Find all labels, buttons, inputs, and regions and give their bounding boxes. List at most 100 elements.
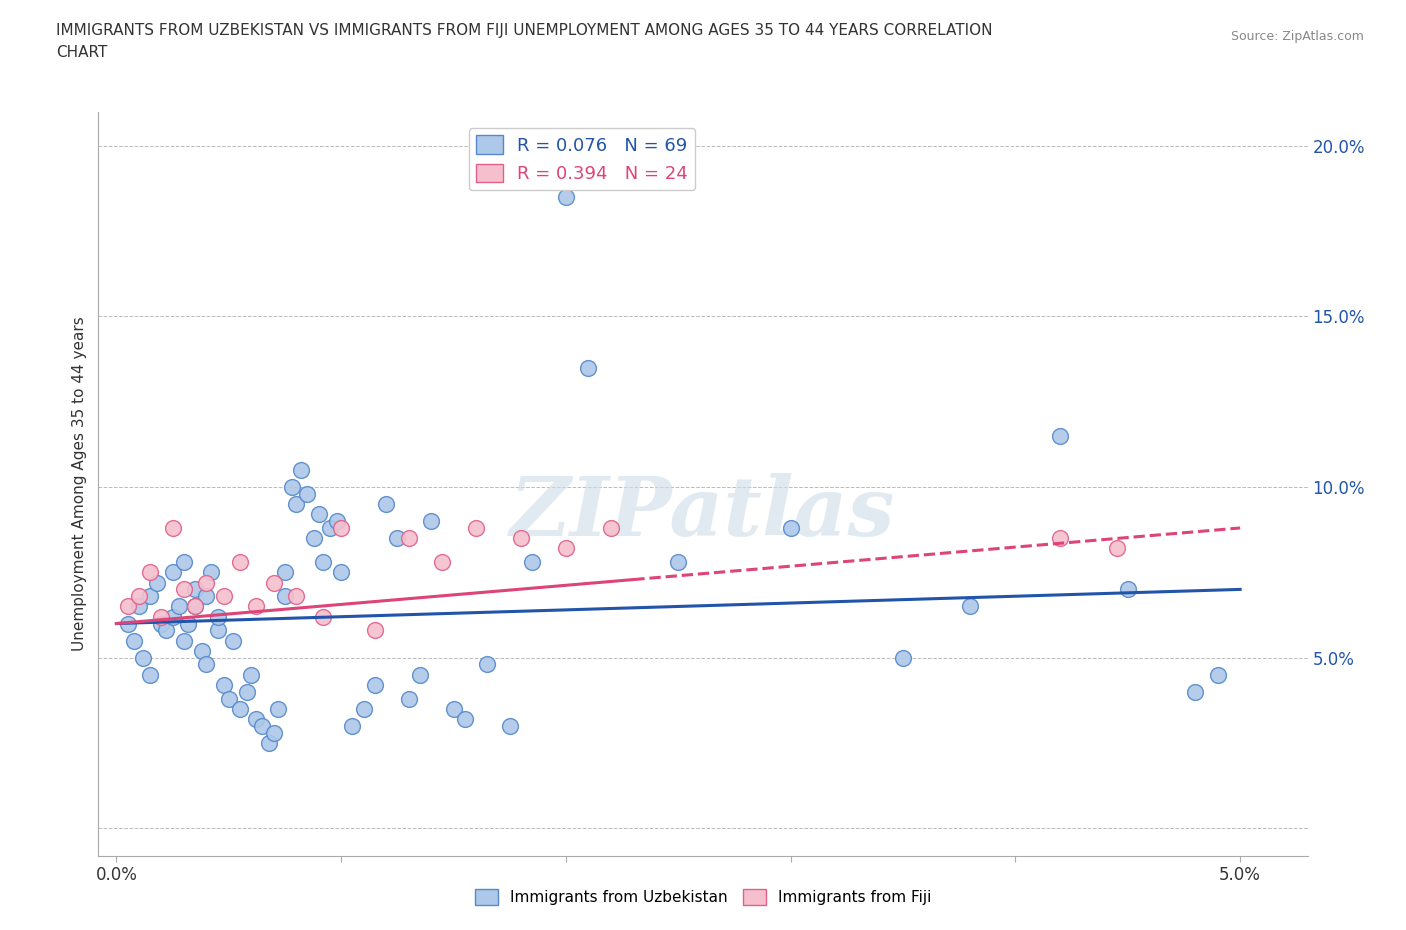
- Point: [184, 599, 207, 614]
- Point: [117, 616, 139, 631]
- Point: [214, 678, 236, 693]
- Point: [409, 668, 432, 683]
- Point: [263, 725, 285, 740]
- Point: [245, 711, 267, 726]
- Point: [325, 513, 347, 528]
- Point: [554, 190, 576, 205]
- Point: [297, 486, 319, 501]
- Point: [146, 575, 169, 590]
- Point: [290, 462, 312, 477]
- Point: [302, 531, 325, 546]
- Point: [420, 513, 443, 528]
- Point: [252, 719, 274, 734]
- Point: [432, 554, 454, 569]
- Legend: Immigrants from Uzbekistan, Immigrants from Fiji: Immigrants from Uzbekistan, Immigrants f…: [468, 883, 938, 911]
- Point: [554, 541, 576, 556]
- Point: [128, 599, 150, 614]
- Point: [330, 565, 353, 579]
- Point: [1049, 531, 1071, 546]
- Point: [522, 554, 544, 569]
- Point: [236, 684, 259, 699]
- Point: [364, 623, 387, 638]
- Point: [169, 599, 191, 614]
- Point: [1206, 668, 1229, 683]
- Point: [173, 633, 195, 648]
- Point: [195, 589, 218, 604]
- Text: Source: ZipAtlas.com: Source: ZipAtlas.com: [1230, 30, 1364, 43]
- Point: [353, 701, 375, 716]
- Point: [207, 609, 229, 624]
- Point: [312, 609, 335, 624]
- Point: [454, 711, 477, 726]
- Text: ZIPatlas: ZIPatlas: [510, 473, 896, 553]
- Point: [218, 691, 240, 706]
- Point: [139, 589, 162, 604]
- Point: [267, 701, 290, 716]
- Point: [443, 701, 465, 716]
- Point: [1105, 541, 1128, 556]
- Point: [162, 521, 184, 536]
- Point: [155, 623, 177, 638]
- Point: [510, 531, 533, 546]
- Point: [162, 565, 184, 579]
- Point: [274, 589, 297, 604]
- Y-axis label: Unemployment Among Ages 35 to 44 years: Unemployment Among Ages 35 to 44 years: [72, 316, 87, 651]
- Point: [263, 575, 285, 590]
- Point: [117, 599, 139, 614]
- Point: [207, 623, 229, 638]
- Point: [477, 657, 499, 671]
- Point: [229, 701, 252, 716]
- Point: [274, 565, 297, 579]
- Point: [330, 521, 353, 536]
- Point: [229, 554, 252, 569]
- Point: [184, 582, 207, 597]
- Point: [312, 554, 335, 569]
- Point: [779, 521, 801, 536]
- Point: [465, 521, 488, 536]
- Point: [200, 565, 222, 579]
- Point: [245, 599, 267, 614]
- Point: [576, 360, 599, 375]
- Point: [162, 609, 184, 624]
- Point: [139, 565, 162, 579]
- Point: [214, 589, 236, 604]
- Point: [375, 497, 398, 512]
- Point: [173, 582, 195, 597]
- Point: [319, 521, 342, 536]
- Point: [891, 650, 914, 665]
- Point: [280, 480, 302, 495]
- Text: IMMIGRANTS FROM UZBEKISTAN VS IMMIGRANTS FROM FIJI UNEMPLOYMENT AMONG AGES 35 TO: IMMIGRANTS FROM UZBEKISTAN VS IMMIGRANTS…: [56, 23, 993, 38]
- Point: [398, 531, 420, 546]
- Point: [128, 589, 150, 604]
- Point: [132, 650, 155, 665]
- Point: [1116, 582, 1139, 597]
- Point: [1049, 429, 1071, 444]
- Point: [184, 599, 207, 614]
- Point: [139, 668, 162, 683]
- Point: [387, 531, 409, 546]
- Point: [195, 575, 218, 590]
- Point: [177, 616, 200, 631]
- Point: [398, 691, 420, 706]
- Point: [959, 599, 981, 614]
- Point: [173, 554, 195, 569]
- Point: [195, 657, 218, 671]
- Point: [191, 644, 214, 658]
- Point: [150, 616, 173, 631]
- Point: [308, 507, 330, 522]
- Point: [222, 633, 245, 648]
- Point: [285, 589, 308, 604]
- Point: [666, 554, 689, 569]
- Point: [364, 678, 387, 693]
- Point: [499, 719, 522, 734]
- Point: [150, 609, 173, 624]
- Point: [240, 668, 263, 683]
- Point: [599, 521, 621, 536]
- Point: [285, 497, 308, 512]
- Point: [1184, 684, 1206, 699]
- Point: [257, 736, 280, 751]
- Point: [124, 633, 146, 648]
- Point: [342, 719, 364, 734]
- Legend: R = 0.076   N = 69, R = 0.394   N = 24: R = 0.076 N = 69, R = 0.394 N = 24: [468, 128, 696, 191]
- Text: CHART: CHART: [56, 45, 108, 60]
